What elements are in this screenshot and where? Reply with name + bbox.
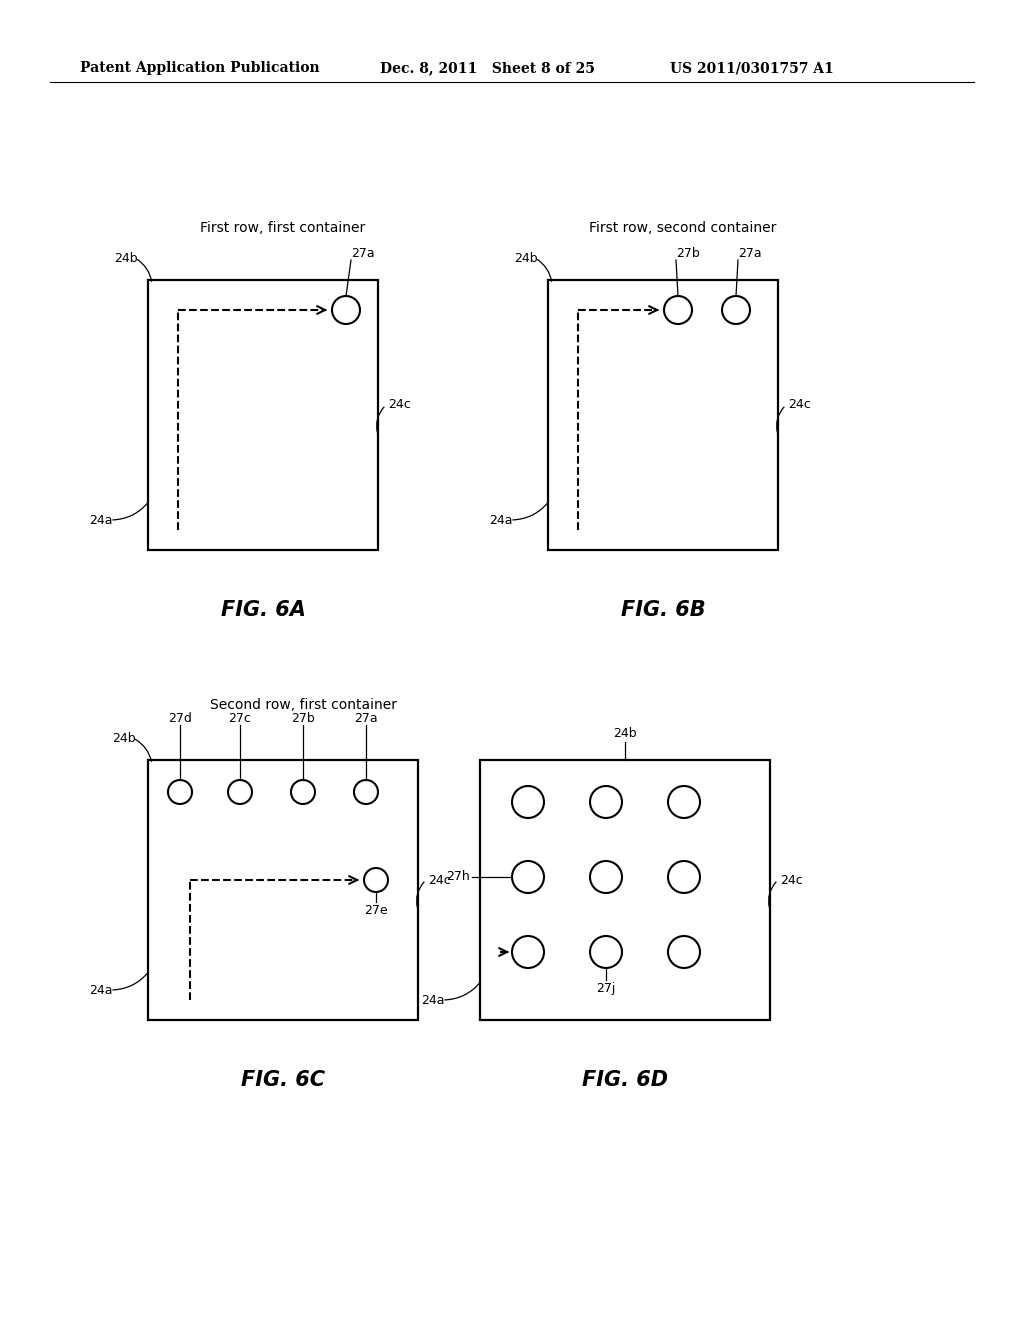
- FancyArrowPatch shape: [513, 502, 548, 520]
- FancyArrowPatch shape: [417, 882, 424, 907]
- Text: 24a: 24a: [422, 994, 445, 1006]
- Bar: [480, 760, 770, 1020]
- Text: 24b: 24b: [115, 252, 138, 264]
- FancyArrowPatch shape: [776, 407, 784, 433]
- Text: 24c: 24c: [780, 874, 803, 887]
- Text: FIG. 6B: FIG. 6B: [621, 601, 706, 620]
- Text: 24b: 24b: [514, 252, 538, 264]
- Text: Patent Application Publication: Patent Application Publication: [80, 61, 319, 75]
- Text: 27a: 27a: [351, 247, 375, 260]
- Text: 24c: 24c: [428, 874, 451, 887]
- Text: 24a: 24a: [89, 513, 113, 527]
- Text: 27c: 27c: [228, 711, 252, 725]
- Text: Dec. 8, 2011   Sheet 8 of 25: Dec. 8, 2011 Sheet 8 of 25: [380, 61, 595, 75]
- Text: 24b: 24b: [613, 727, 637, 741]
- Text: 27b: 27b: [676, 247, 699, 260]
- Text: 24b: 24b: [113, 731, 136, 744]
- Text: First row, first container: First row, first container: [201, 220, 366, 235]
- Text: 27a: 27a: [354, 711, 378, 725]
- FancyArrowPatch shape: [137, 260, 152, 281]
- FancyArrowPatch shape: [377, 407, 384, 433]
- FancyArrowPatch shape: [769, 882, 776, 907]
- FancyArrowPatch shape: [113, 502, 148, 520]
- Text: 27d: 27d: [168, 711, 191, 725]
- Bar: [148, 280, 378, 550]
- Text: FIG. 6C: FIG. 6C: [241, 1071, 325, 1090]
- FancyArrowPatch shape: [444, 982, 480, 1001]
- FancyArrowPatch shape: [135, 739, 152, 762]
- Text: 27j: 27j: [596, 982, 615, 995]
- Bar: [148, 760, 418, 1020]
- FancyArrowPatch shape: [538, 260, 552, 281]
- Text: 24a: 24a: [89, 983, 113, 997]
- Text: FIG. 6A: FIG. 6A: [220, 601, 305, 620]
- Text: 24a: 24a: [489, 513, 513, 527]
- Text: 24c: 24c: [788, 399, 811, 412]
- FancyArrowPatch shape: [113, 973, 148, 990]
- Text: 27b: 27b: [291, 711, 314, 725]
- Text: US 2011/0301757 A1: US 2011/0301757 A1: [670, 61, 834, 75]
- Bar: [548, 280, 778, 550]
- Text: FIG. 6D: FIG. 6D: [582, 1071, 668, 1090]
- Text: 24c: 24c: [388, 399, 411, 412]
- Text: 27h: 27h: [446, 870, 470, 883]
- Text: Second row, first container: Second row, first container: [210, 698, 396, 711]
- Text: 27e: 27e: [365, 904, 388, 917]
- Text: 27a: 27a: [738, 247, 762, 260]
- Text: First row, second container: First row, second container: [590, 220, 776, 235]
